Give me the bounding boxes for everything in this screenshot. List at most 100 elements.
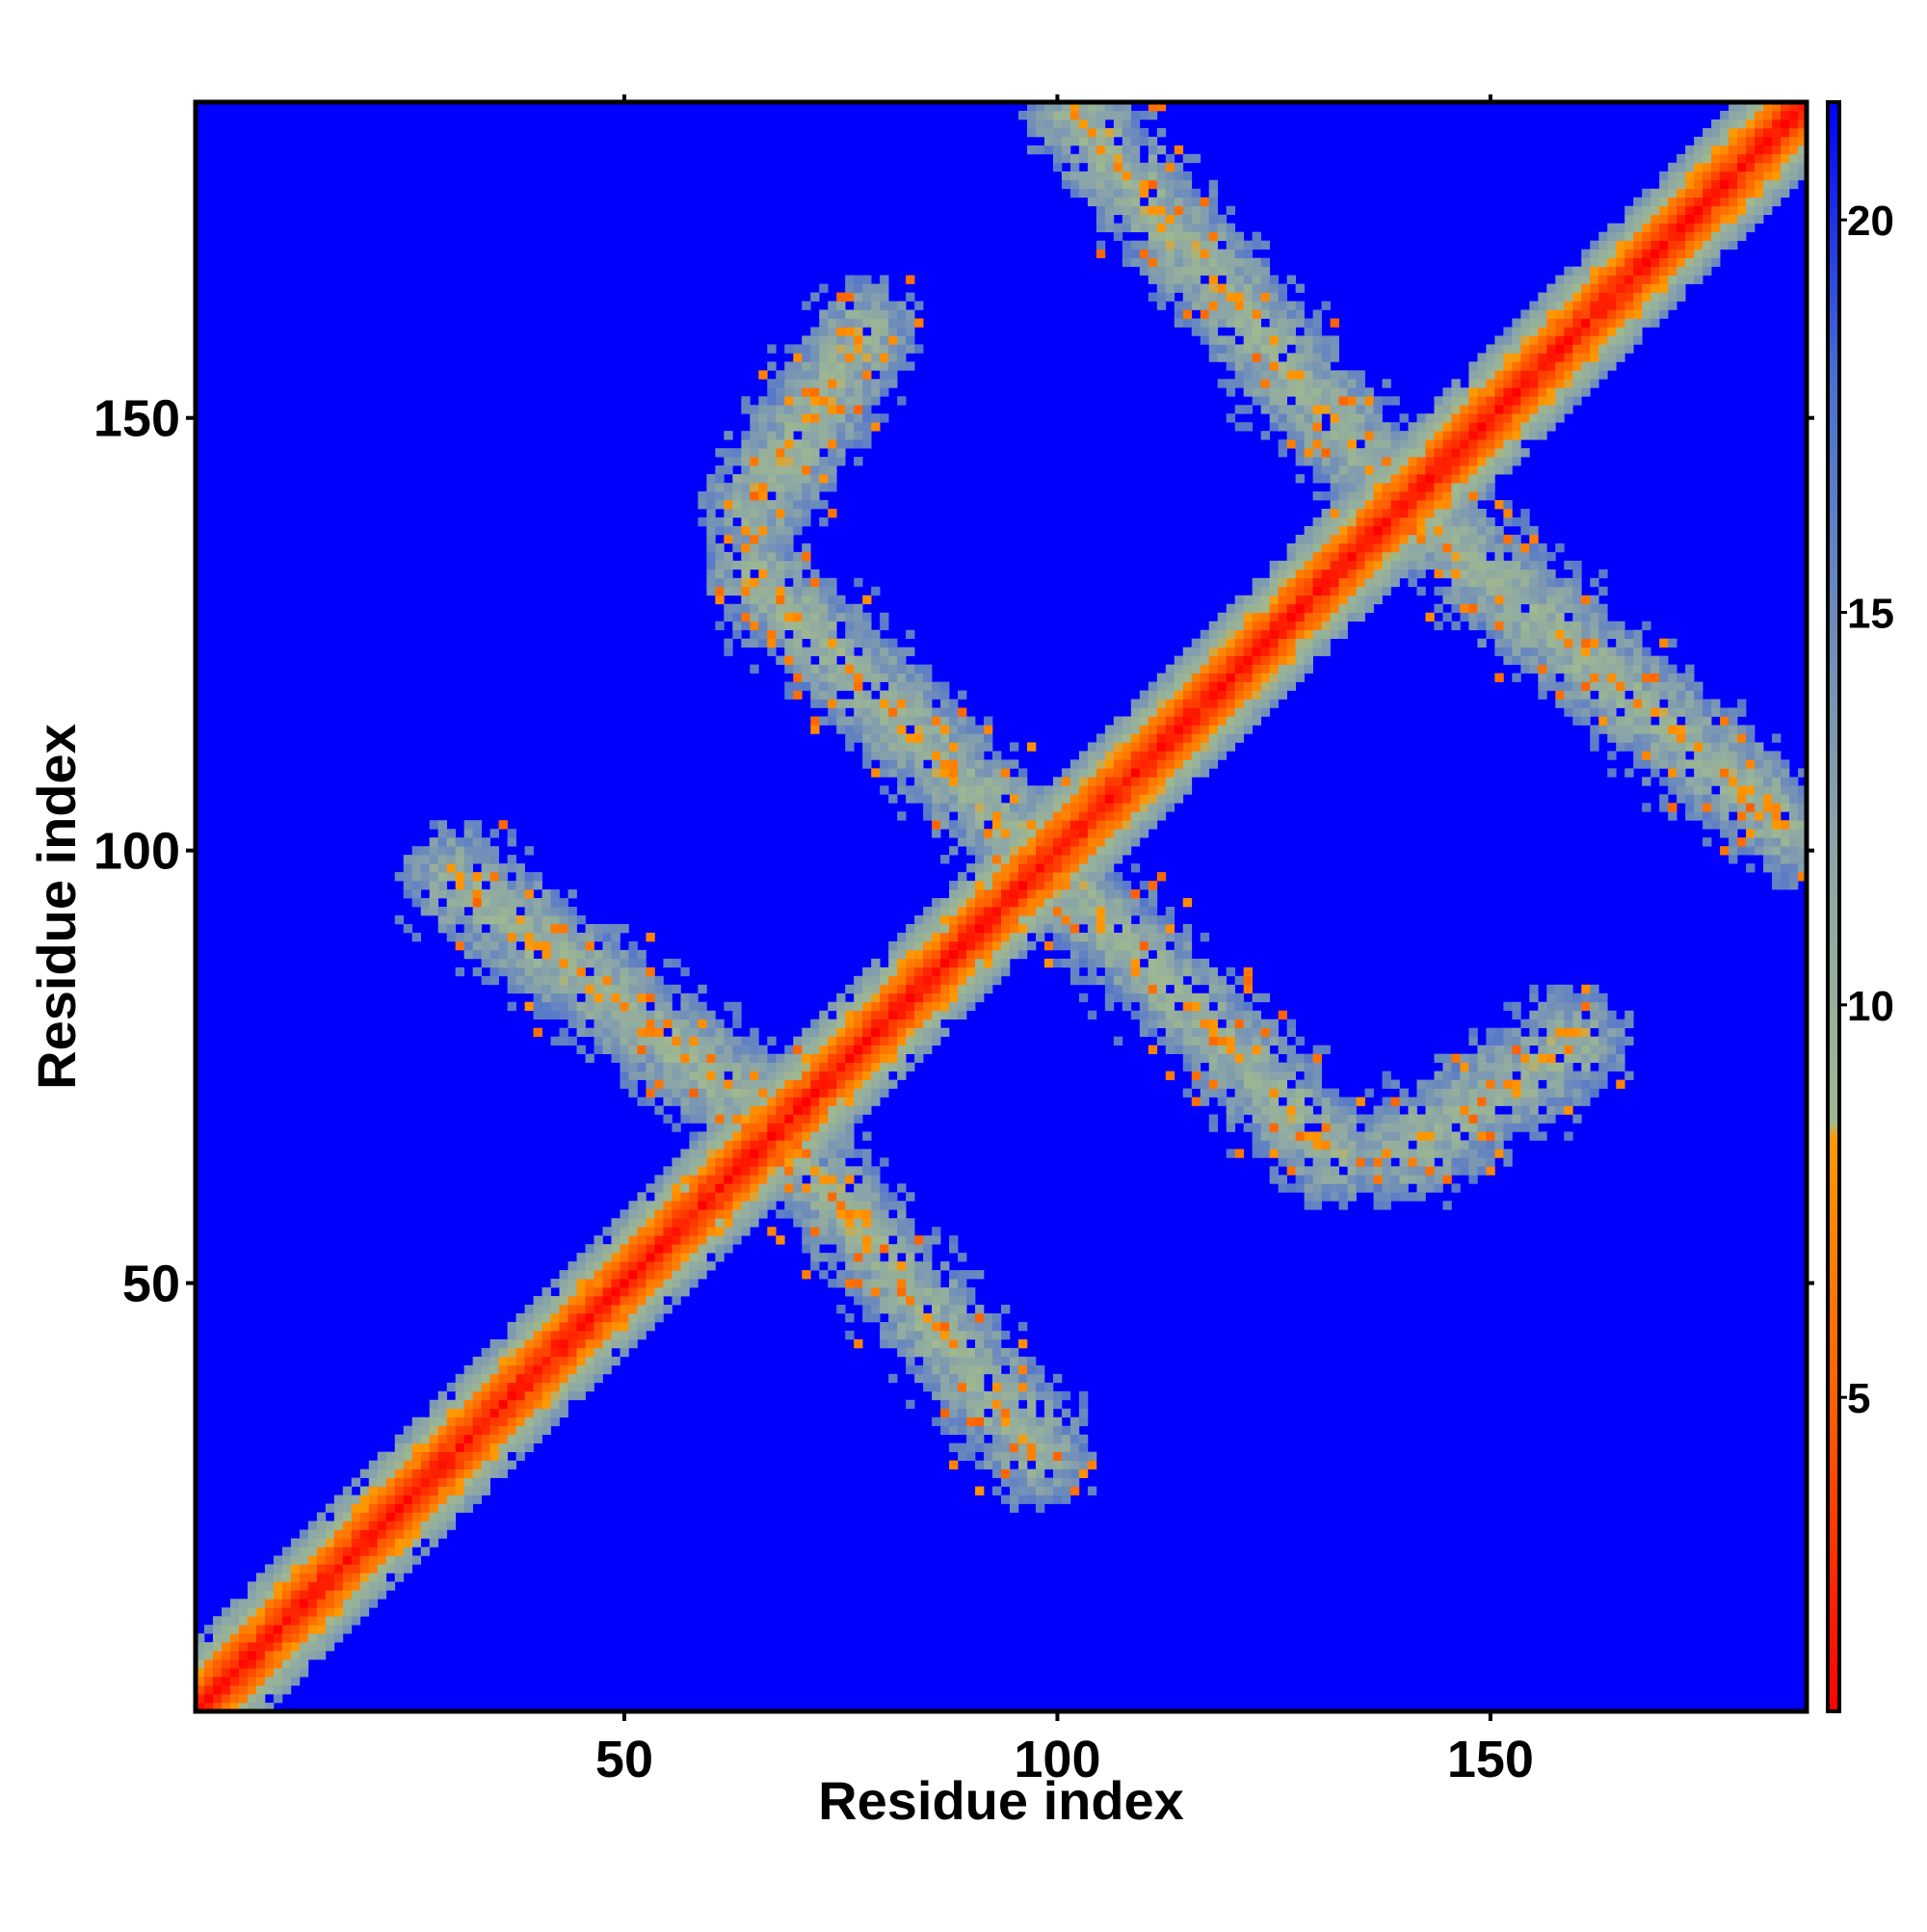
heatmap-cell bbox=[698, 1027, 707, 1038]
heatmap-cell bbox=[472, 1425, 482, 1436]
heatmap-cell bbox=[1156, 1010, 1167, 1020]
heatmap-cell bbox=[750, 465, 759, 475]
heatmap-cell bbox=[654, 1027, 664, 1038]
heatmap-cell bbox=[897, 759, 907, 769]
heatmap-cell bbox=[1200, 1036, 1210, 1046]
heatmap-cell bbox=[498, 881, 508, 890]
heatmap-cell bbox=[888, 1321, 898, 1332]
heatmap-cell bbox=[1252, 370, 1262, 380]
heatmap-cell bbox=[403, 863, 413, 873]
heatmap-cell bbox=[602, 1001, 612, 1012]
heatmap-cell bbox=[802, 387, 811, 397]
heatmap-cell bbox=[810, 327, 820, 336]
heatmap-cell bbox=[1061, 171, 1071, 181]
heatmap-cell bbox=[203, 1659, 214, 1669]
heatmap-cell bbox=[966, 794, 976, 804]
heatmap-cell bbox=[1104, 932, 1115, 942]
heatmap-cell bbox=[992, 1416, 1002, 1427]
heatmap-cell bbox=[698, 1175, 707, 1184]
heatmap-cell bbox=[1252, 1062, 1262, 1072]
heatmap-cell bbox=[802, 379, 811, 388]
heatmap-cell bbox=[1017, 777, 1028, 786]
heatmap-cell bbox=[463, 1425, 474, 1436]
heatmap-cell bbox=[906, 1261, 915, 1271]
heatmap-cell bbox=[776, 1088, 785, 1098]
heatmap-cell bbox=[1252, 1036, 1262, 1046]
heatmap-cell bbox=[576, 1356, 586, 1366]
heatmap-cell bbox=[854, 733, 863, 743]
heatmap-cell bbox=[1035, 855, 1045, 864]
heatmap-cell bbox=[750, 439, 759, 449]
heatmap-cell bbox=[845, 327, 855, 336]
heatmap-cell bbox=[992, 1338, 1002, 1349]
heatmap-cell bbox=[1217, 1001, 1227, 1012]
heatmap-cell bbox=[455, 855, 465, 864]
heatmap-cell bbox=[940, 1296, 950, 1306]
heatmap-cell bbox=[1113, 733, 1123, 743]
heatmap-cell bbox=[810, 413, 820, 423]
heatmap-cell bbox=[1009, 1347, 1019, 1358]
heatmap-cell bbox=[793, 595, 803, 605]
heatmap-cell bbox=[767, 508, 777, 518]
heatmap-cell bbox=[221, 1616, 231, 1626]
heatmap-cell bbox=[862, 1131, 872, 1141]
heatmap-cell bbox=[793, 413, 803, 423]
heatmap-cell bbox=[750, 1175, 759, 1184]
heatmap-cell bbox=[923, 1364, 933, 1375]
heatmap-cell bbox=[1295, 1114, 1305, 1124]
heatmap-cell bbox=[1269, 353, 1280, 362]
heatmap-cell bbox=[897, 777, 907, 786]
heatmap-cell bbox=[1200, 759, 1210, 769]
heatmap-cell bbox=[914, 1279, 924, 1288]
heatmap-cell bbox=[628, 949, 638, 960]
heatmap-cell bbox=[1035, 863, 1045, 873]
heatmap-cell bbox=[620, 1321, 629, 1332]
heatmap-cell bbox=[819, 577, 829, 588]
heatmap-cell bbox=[871, 353, 881, 362]
heatmap-cell bbox=[594, 1045, 603, 1054]
heatmap-cell bbox=[750, 629, 759, 640]
heatmap-cell bbox=[802, 603, 811, 614]
heatmap-cell bbox=[594, 1330, 603, 1340]
heatmap-cell bbox=[1278, 405, 1287, 414]
heatmap-cell bbox=[940, 1330, 950, 1340]
heatmap-cell bbox=[429, 855, 439, 864]
heatmap-cell bbox=[1001, 1408, 1011, 1418]
heatmap-cell bbox=[828, 1071, 837, 1080]
heatmap-cell bbox=[715, 1105, 725, 1115]
heatmap-cell bbox=[888, 318, 898, 328]
heatmap-cell bbox=[646, 1244, 655, 1254]
heatmap-cell bbox=[975, 855, 985, 864]
heatmap-cell bbox=[1130, 197, 1141, 207]
heatmap-cell bbox=[489, 966, 499, 977]
heatmap-cell bbox=[706, 500, 716, 510]
heatmap-cell bbox=[1001, 881, 1011, 890]
heatmap-cell bbox=[784, 422, 794, 432]
heatmap-cell bbox=[1217, 1010, 1227, 1020]
heatmap-cell bbox=[1052, 1460, 1063, 1469]
heatmap-cell bbox=[862, 1201, 872, 1210]
heatmap-cell bbox=[906, 1010, 915, 1020]
heatmap-cell bbox=[1260, 655, 1271, 665]
heatmap-cell bbox=[793, 525, 803, 536]
heatmap-cell bbox=[802, 474, 811, 484]
heatmap-cell bbox=[498, 907, 508, 916]
heatmap-cell bbox=[698, 1001, 707, 1012]
heatmap-cell bbox=[750, 1183, 759, 1193]
heatmap-cell bbox=[1208, 690, 1219, 700]
heatmap-cell bbox=[273, 1581, 283, 1591]
heatmap-cell bbox=[637, 1253, 647, 1262]
heatmap-cell bbox=[880, 353, 889, 362]
heatmap-cell bbox=[429, 1495, 439, 1504]
heatmap-cell bbox=[212, 1659, 223, 1669]
heatmap-cell bbox=[498, 1356, 508, 1366]
heatmap-cell bbox=[1217, 1071, 1227, 1080]
heatmap-cell bbox=[828, 629, 837, 640]
heatmap-cell bbox=[1260, 673, 1271, 682]
heatmap-cell bbox=[758, 1192, 768, 1202]
heatmap-cell bbox=[637, 1001, 647, 1012]
heatmap-cell bbox=[403, 1529, 413, 1539]
heatmap-cell bbox=[1252, 629, 1262, 640]
heatmap-cell bbox=[437, 889, 448, 899]
heatmap-cell bbox=[602, 984, 612, 994]
